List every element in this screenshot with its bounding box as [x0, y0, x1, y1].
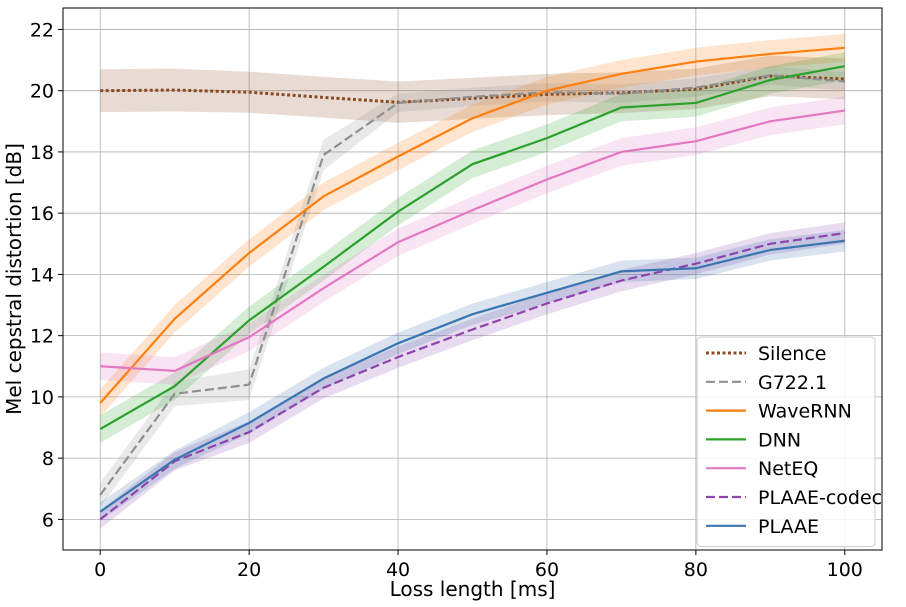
x-tick-label: 40 [386, 559, 410, 581]
line-plaae-codec [99, 231, 845, 521]
line-neteq [100, 109, 845, 372]
legend-label-neteq: NetEQ [758, 458, 818, 480]
line-dnn [99, 65, 845, 430]
band-wavernn [100, 34, 845, 417]
y-axis-label: Mel cepstral distortion [dB] [2, 143, 26, 415]
series-lines [99, 46, 845, 521]
y-tick-label: 6 [42, 509, 54, 531]
legend-label-plaae-codec: PLAAE-codec [758, 487, 882, 509]
y-tick-label: 8 [42, 448, 54, 470]
axis-ticks: 0 20 40 60 80 100 6 8 10 12 14 16 18 20 22 [30, 19, 863, 581]
line-silence [100, 74, 845, 104]
legend-label-plaae: PLAAE [758, 516, 819, 538]
band-plaae-codec [100, 222, 845, 529]
y-tick-label: 12 [30, 326, 54, 348]
band-plaae [100, 230, 845, 521]
y-tick-label: 10 [30, 387, 54, 409]
legend-label-g722-1: G722.1 [758, 372, 827, 394]
x-tick-label: 20 [237, 559, 261, 581]
y-tick-label: 16 [30, 203, 54, 225]
legend-label-dnn: DNN [758, 429, 801, 451]
y-tick-label: 20 [30, 81, 54, 103]
y-tick-label: 22 [30, 19, 54, 41]
y-tick-label: 14 [30, 264, 54, 286]
grid [63, 8, 882, 550]
legend-box [696, 336, 876, 548]
legend: Silence G722.1 WaveRNN DNN NetEQ PLAAE-codec P… [696, 336, 882, 548]
x-tick-label: 80 [684, 559, 708, 581]
y-tick-label: 18 [30, 142, 54, 164]
legend-label-wavernn: WaveRNN [758, 401, 852, 423]
x-tick-label: 100 [827, 559, 863, 581]
legend-label-silence: Silence [758, 343, 827, 365]
band-dnn [100, 52, 845, 443]
plot-frame [62, 7, 883, 551]
x-tick-label: 0 [94, 559, 106, 581]
line-plaae [99, 239, 845, 513]
line-g722-1 [99, 74, 845, 496]
x-axis-label: Loss length [ms] [390, 577, 556, 601]
line-wavernn [99, 46, 845, 404]
x-tick-label: 60 [535, 559, 559, 581]
